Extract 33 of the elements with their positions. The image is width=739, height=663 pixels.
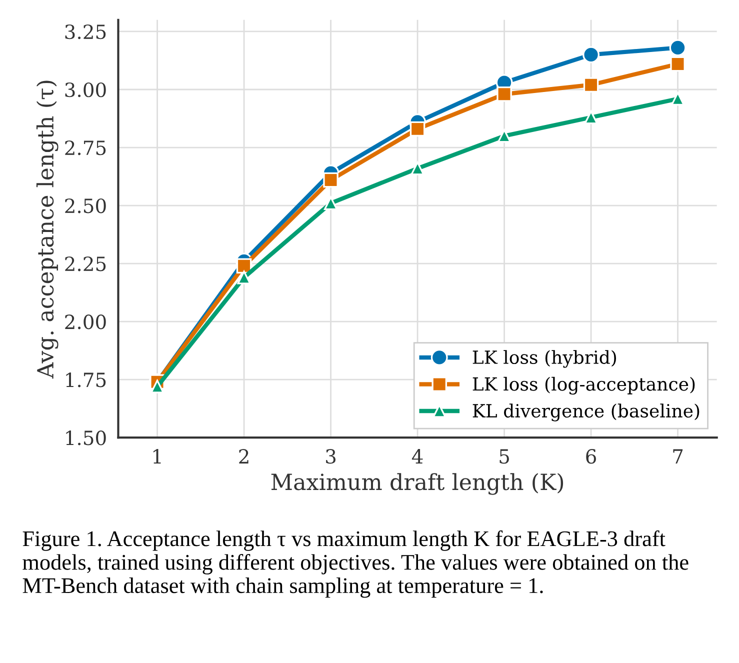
point — [410, 121, 426, 137]
point — [496, 86, 512, 102]
legend-label: LK loss (log-acceptance) — [472, 376, 695, 395]
point — [670, 56, 686, 72]
x-tick-label: 2 — [239, 449, 248, 464]
x-tick-label: 5 — [500, 449, 509, 464]
x-tick-label: 1 — [153, 449, 161, 464]
point — [236, 258, 252, 274]
point — [584, 110, 598, 124]
y-tick-label: 2.75 — [65, 140, 106, 156]
caption: Figure 1. Acceptance length τ vs maximum length K for EAGLE-3 draft models, trained using different objectives. The values were obtained on the MT-Bench dataset with chain sampling at temperature = 1. — [22, 530, 688, 598]
y-tick-label: 1.50 — [66, 430, 106, 446]
point — [410, 162, 424, 176]
point — [583, 77, 599, 93]
legend-label: KL divergence (baseline) — [472, 404, 700, 422]
x-tick-label: 4 — [412, 449, 423, 464]
x-tick-label: 3 — [326, 449, 336, 464]
y-tick-label: 3.00 — [65, 82, 106, 98]
x-tick-label: 6 — [586, 449, 596, 464]
y-tick-label: 2.25 — [65, 256, 106, 272]
x-axis-title: Maximum draft length (K) — [271, 473, 564, 495]
legend-label: LK loss (hybrid) — [472, 350, 616, 368]
y-axis-title: Avg. acceptance length (τ) — [36, 80, 58, 379]
y-tick-label: 1.75 — [66, 372, 106, 388]
point — [582, 46, 600, 64]
y-tick-label: 2.50 — [65, 198, 106, 214]
point — [669, 39, 686, 56]
point — [237, 270, 251, 284]
x-tick-label: 7 — [673, 449, 683, 464]
point — [323, 172, 338, 188]
point — [324, 196, 338, 210]
y-tick-label: 3.25 — [65, 24, 106, 40]
y-tick-label: 2.00 — [65, 314, 106, 330]
